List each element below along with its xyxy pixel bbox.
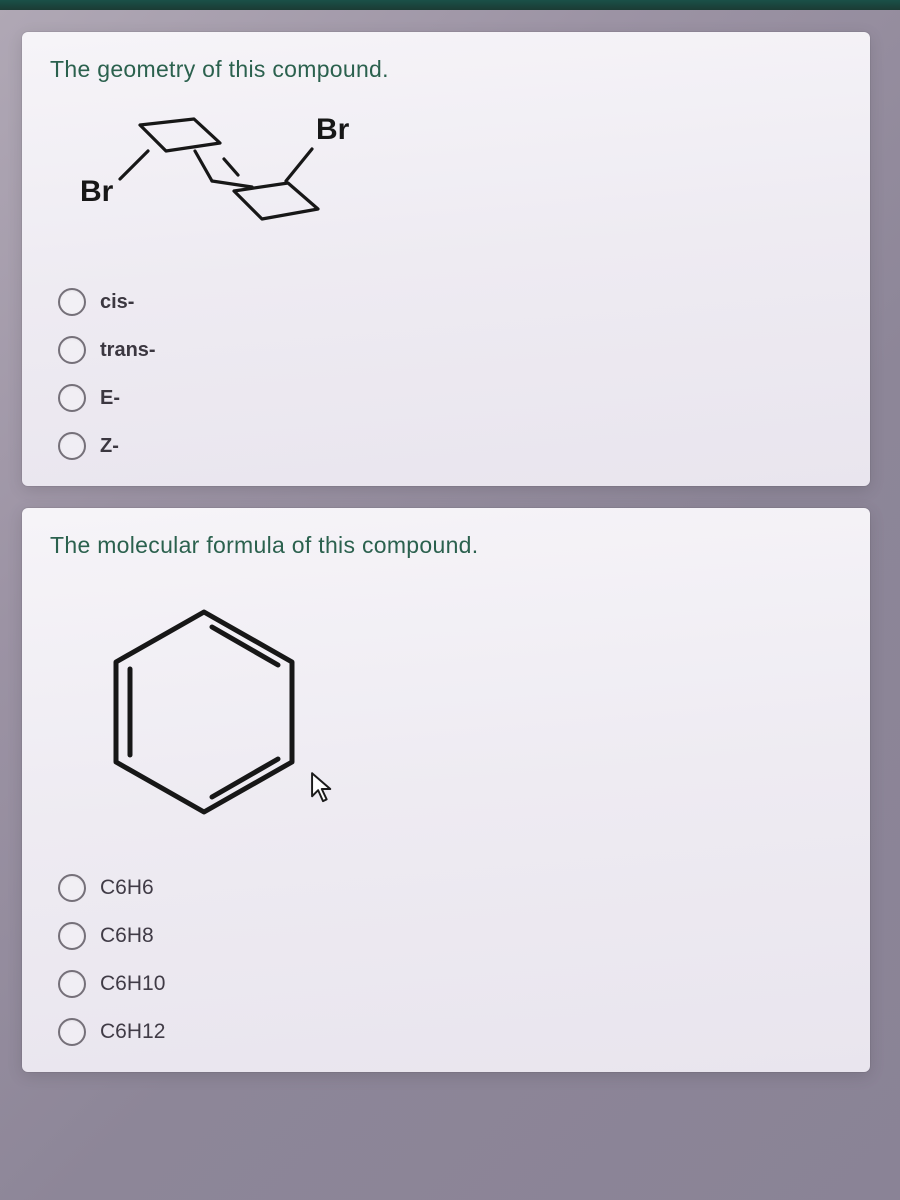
option-c6h12[interactable]: C6H12 [50, 1008, 842, 1056]
question-1-diagram: Br Br [62, 101, 842, 266]
question-2-prompt: The molecular formula of this compound. [50, 532, 842, 559]
benzene-svg [54, 577, 354, 847]
option-c6h10[interactable]: C6H10 [50, 960, 842, 1008]
question-2-options: C6H6 C6H8 C6H10 C6H12 [50, 864, 842, 1056]
option-label: C6H8 [100, 924, 154, 948]
option-label: C6H12 [100, 1020, 165, 1044]
window-top-edge [0, 0, 900, 10]
question-1-options: cis- trans- E- Z- [50, 278, 842, 470]
option-e[interactable]: E- [50, 374, 842, 422]
option-label: E- [100, 387, 120, 410]
radio-icon[interactable] [58, 970, 86, 998]
br-label-right: Br [316, 113, 350, 146]
radio-icon[interactable] [58, 336, 86, 364]
question-card-1: The geometry of this compound. [22, 32, 870, 486]
option-c6h6[interactable]: C6H6 [50, 864, 842, 912]
radio-icon[interactable] [58, 384, 86, 412]
option-c6h8[interactable]: C6H8 [50, 912, 842, 960]
radio-icon[interactable] [58, 288, 86, 316]
option-z[interactable]: Z- [50, 422, 842, 470]
option-label: C6H6 [100, 876, 154, 900]
option-trans[interactable]: trans- [50, 326, 842, 374]
quiz-page: The geometry of this compound. [0, 0, 900, 1072]
br-label-left: Br [80, 175, 114, 208]
question-2-diagram [54, 577, 842, 852]
question-1-prompt: The geometry of this compound. [50, 56, 842, 83]
option-cis[interactable]: cis- [50, 278, 842, 326]
radio-icon[interactable] [58, 922, 86, 950]
question-card-2: The molecular formula of this compound. … [22, 508, 870, 1072]
dibromo-structure-svg: Br Br [62, 101, 402, 261]
radio-icon[interactable] [58, 874, 86, 902]
option-label: C6H10 [100, 972, 165, 996]
option-label: cis- [100, 291, 134, 314]
option-label: trans- [100, 339, 156, 362]
radio-icon[interactable] [58, 432, 86, 460]
radio-icon[interactable] [58, 1018, 86, 1046]
option-label: Z- [100, 435, 119, 458]
